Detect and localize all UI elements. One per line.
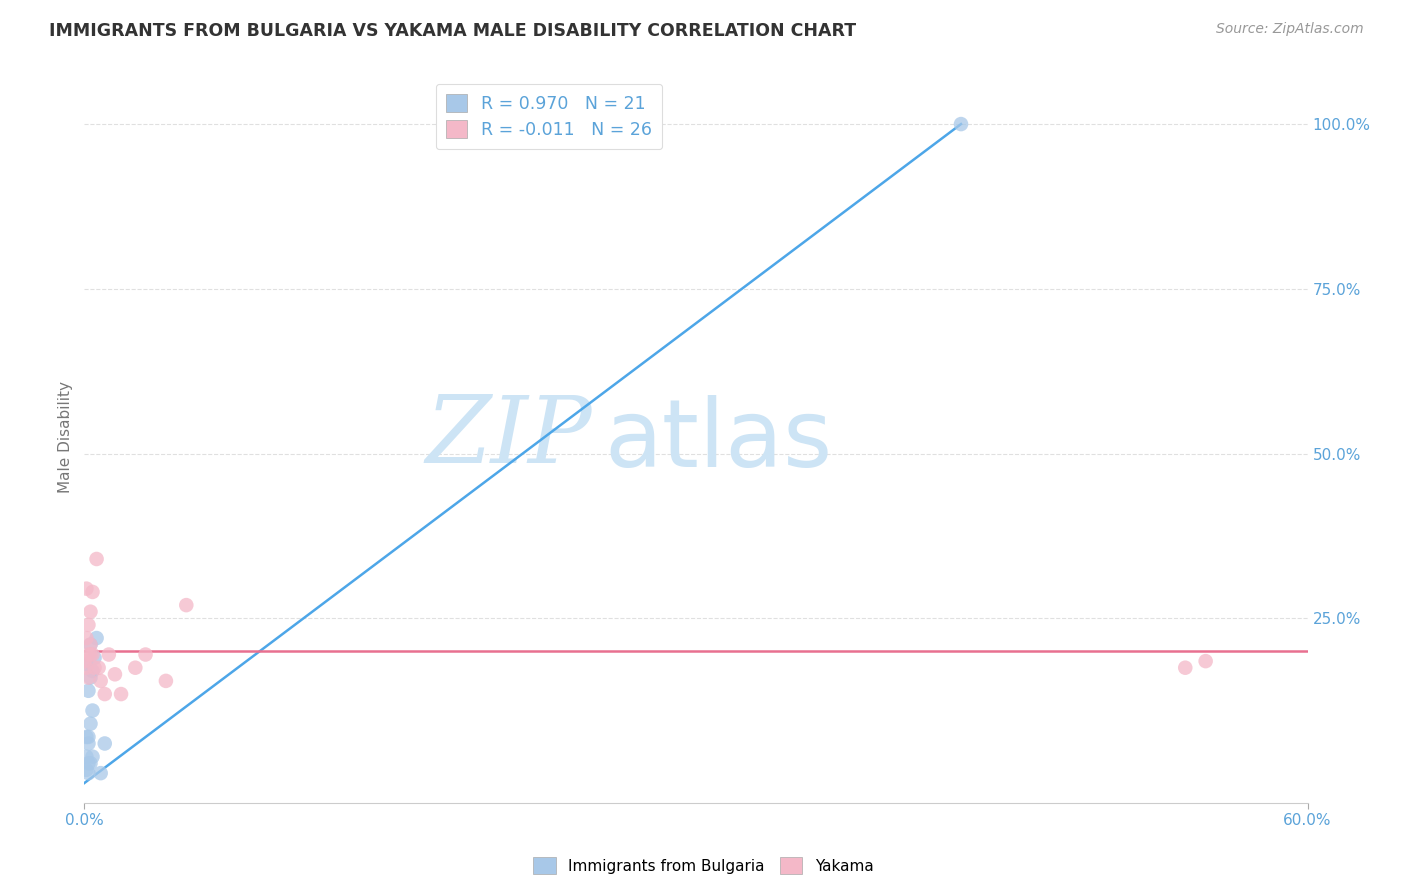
Point bbox=[90, 673, 112, 688]
Point bbox=[77, 683, 100, 698]
Point bbox=[1174, 661, 1197, 675]
Point bbox=[77, 648, 100, 662]
Text: IMMIGRANTS FROM BULGARIA VS YAKAMA MALE DISABILITY CORRELATION CHART: IMMIGRANTS FROM BULGARIA VS YAKAMA MALE … bbox=[49, 22, 856, 40]
Point bbox=[77, 730, 100, 744]
Point bbox=[83, 650, 105, 665]
Point bbox=[155, 673, 177, 688]
Point bbox=[82, 585, 104, 599]
Point bbox=[75, 582, 97, 596]
Point bbox=[77, 671, 100, 685]
Legend: Immigrants from Bulgaria, Yakama: Immigrants from Bulgaria, Yakama bbox=[526, 851, 880, 880]
Point bbox=[75, 631, 97, 645]
Point bbox=[82, 648, 104, 662]
Point bbox=[82, 704, 104, 718]
Point bbox=[75, 657, 97, 672]
Point bbox=[75, 661, 97, 675]
Point bbox=[77, 756, 100, 771]
Point bbox=[83, 661, 105, 675]
Point bbox=[93, 737, 115, 751]
Point bbox=[86, 552, 108, 566]
Point bbox=[82, 664, 104, 678]
Point bbox=[79, 648, 101, 662]
Legend: R = 0.970   N = 21, R = -0.011   N = 26: R = 0.970 N = 21, R = -0.011 N = 26 bbox=[436, 84, 662, 149]
Point bbox=[90, 766, 112, 780]
Point bbox=[135, 648, 157, 662]
Point bbox=[124, 661, 146, 675]
Point bbox=[79, 716, 101, 731]
Point bbox=[93, 687, 115, 701]
Point bbox=[73, 654, 96, 668]
Point bbox=[97, 648, 120, 662]
Text: ZIP: ZIP bbox=[426, 392, 592, 482]
Point bbox=[79, 605, 101, 619]
Point bbox=[77, 766, 100, 780]
Point bbox=[1195, 654, 1218, 668]
Point bbox=[77, 618, 100, 632]
Point bbox=[104, 667, 127, 681]
Point bbox=[79, 756, 101, 771]
Point bbox=[950, 117, 973, 131]
Point bbox=[79, 638, 101, 652]
Point bbox=[110, 687, 132, 701]
Text: atlas: atlas bbox=[605, 395, 832, 487]
Y-axis label: Male Disability: Male Disability bbox=[58, 381, 73, 493]
Point bbox=[86, 631, 108, 645]
Point bbox=[75, 763, 97, 777]
Point bbox=[174, 598, 197, 612]
Point bbox=[82, 749, 104, 764]
Point bbox=[77, 737, 100, 751]
Point bbox=[87, 661, 110, 675]
Text: Source: ZipAtlas.com: Source: ZipAtlas.com bbox=[1216, 22, 1364, 37]
Point bbox=[75, 749, 97, 764]
Point bbox=[79, 638, 101, 652]
Point bbox=[75, 730, 97, 744]
Point bbox=[79, 671, 101, 685]
